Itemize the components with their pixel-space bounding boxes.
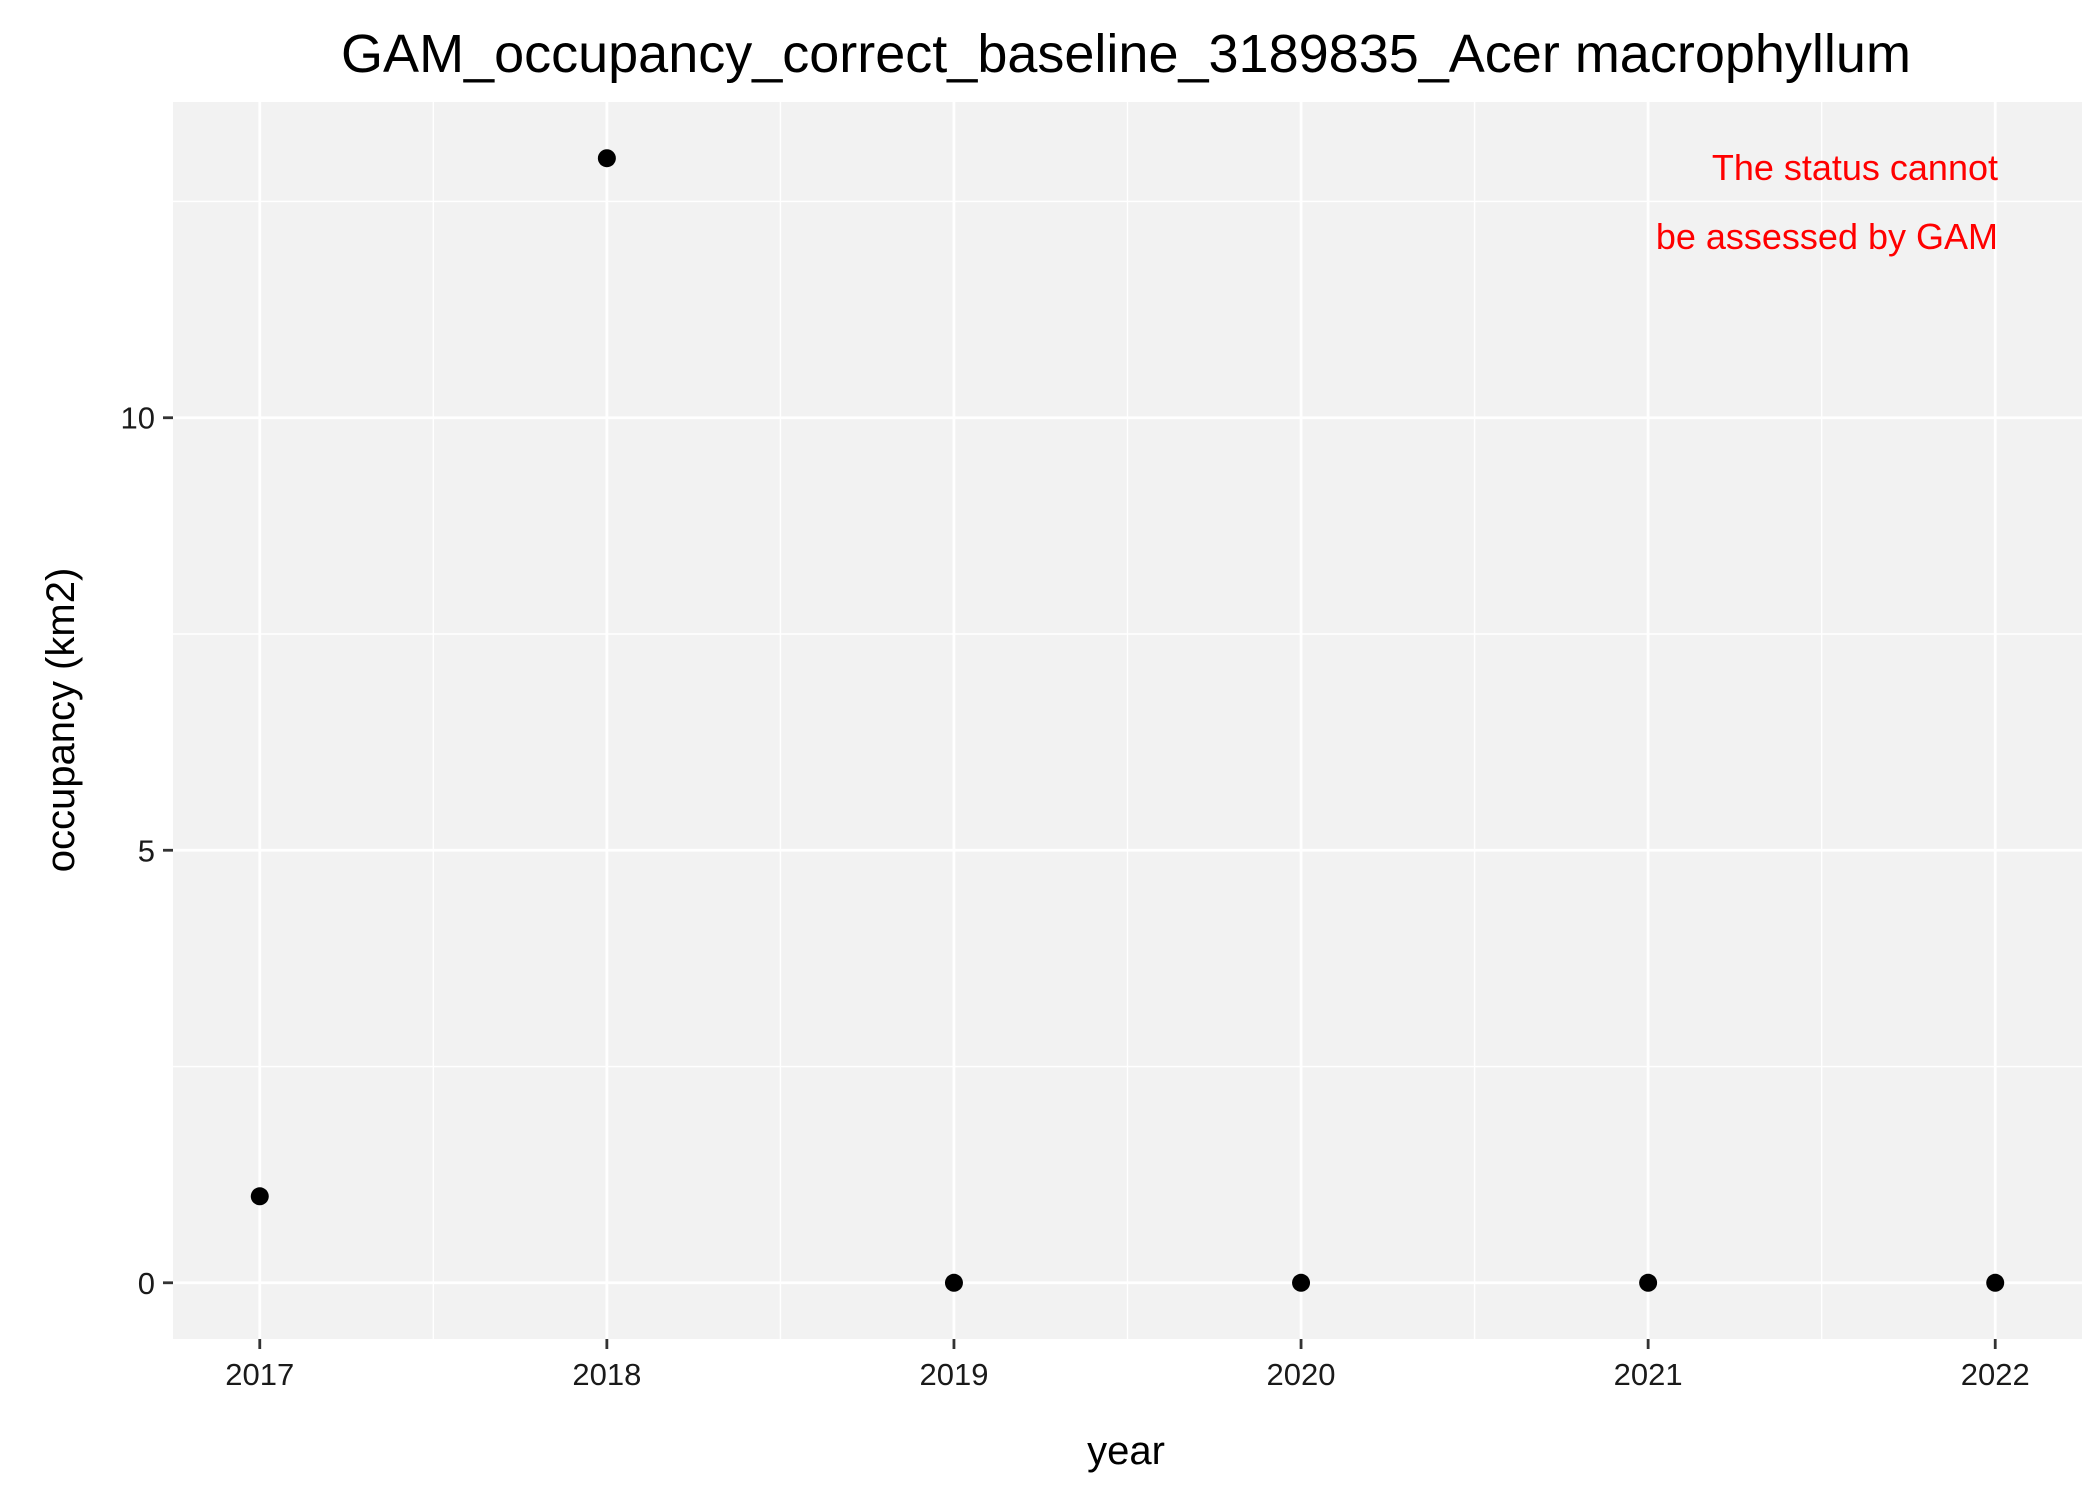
x-tick-label: 2020 <box>1267 1357 1336 1392</box>
x-tick-label: 2018 <box>572 1357 641 1392</box>
data-point <box>597 149 616 168</box>
data-point <box>1986 1273 2005 1292</box>
annotation-line: be assessed by GAM <box>1656 216 1998 257</box>
y-tick-label: 10 <box>121 401 155 436</box>
y-axis-title: occupancy (km2) <box>39 568 83 873</box>
y-tick-label: 5 <box>138 833 155 868</box>
x-tick-label: 2017 <box>225 1357 294 1392</box>
y-tick-label: 0 <box>138 1266 155 1301</box>
data-point <box>250 1187 269 1206</box>
data-point <box>1639 1273 1658 1292</box>
x-tick-label: 2021 <box>1614 1357 1683 1392</box>
x-tick-label: 2019 <box>919 1357 988 1392</box>
data-points <box>250 149 2005 1292</box>
status-annotation: The status cannot be assessed by GAM <box>1656 147 1998 257</box>
grid-lines <box>173 102 2082 1339</box>
annotation-line: The status cannot <box>1712 147 1998 188</box>
data-point <box>1292 1273 1311 1292</box>
axes: 2017 2018 2019 2020 2021 2022 0 5 10 <box>121 401 2030 1392</box>
data-point <box>944 1273 963 1292</box>
x-tick-label: 2022 <box>1961 1357 2030 1392</box>
x-axis-title: year <box>1087 1429 1165 1473</box>
chart-title: GAM_occupancy_correct_baseline_3189835_A… <box>341 24 1911 84</box>
